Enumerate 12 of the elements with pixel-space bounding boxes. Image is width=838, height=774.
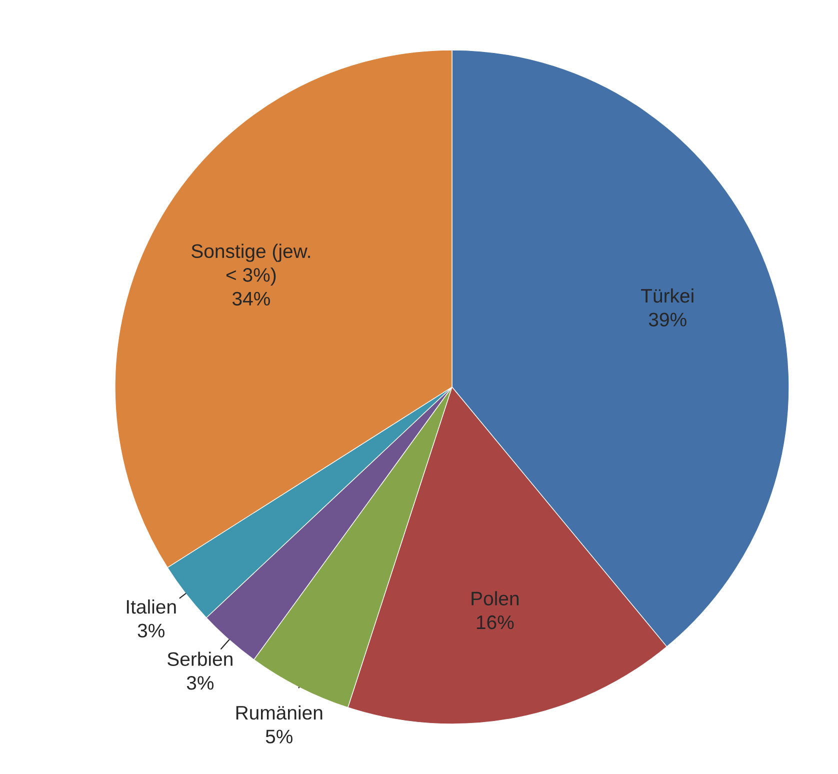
slice-label: Sonstige (jew. < 3%)	[192, 244, 310, 286]
data-label: 3%	[138, 624, 164, 638]
data-label: 5%	[266, 730, 292, 744]
slice-label: Serbien	[168, 652, 232, 666]
data-label: 3%	[186, 676, 214, 690]
data-label: 16%	[476, 615, 514, 630]
data-label: 34%	[232, 292, 270, 306]
slice-label: Italien	[126, 599, 176, 614]
slice-label: Rumänien	[236, 705, 322, 720]
data-label: 39%	[648, 312, 686, 326]
slice-label: Türkei	[641, 288, 694, 303]
slice-label: Polen	[472, 591, 519, 606]
